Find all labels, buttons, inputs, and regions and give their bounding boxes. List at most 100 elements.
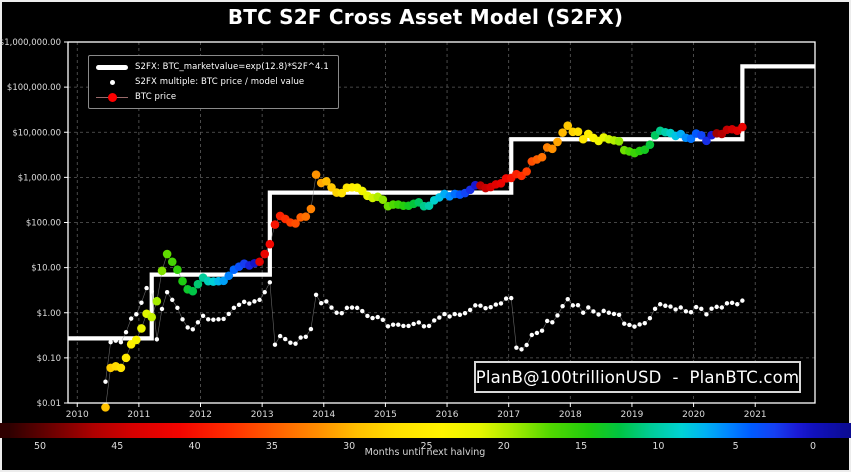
s2f-multiple-dot bbox=[262, 289, 267, 295]
s2f-multiple-dot bbox=[714, 304, 719, 310]
btc-price-dot bbox=[424, 201, 434, 211]
s2f-multiple-dot bbox=[180, 317, 185, 322]
s2f-multiple-dot bbox=[164, 289, 170, 295]
s2f-multiple-dot bbox=[277, 333, 283, 339]
s2f-multiple-dot bbox=[478, 303, 483, 308]
s2f-multiple-dot bbox=[396, 322, 401, 327]
s2f-multiple-dot bbox=[267, 280, 273, 285]
s2f-multiple-dot bbox=[344, 305, 350, 311]
s2f-multiple-dots bbox=[103, 280, 745, 384]
s2f-multiple-dot bbox=[488, 305, 493, 310]
btc-price-dot bbox=[563, 121, 573, 130]
s2f-multiple-dot bbox=[308, 326, 314, 332]
s2f-multiple-dot bbox=[688, 309, 694, 315]
s2f-multiple-dot bbox=[699, 306, 704, 312]
x-tick-label: 2020 bbox=[682, 410, 705, 420]
btc-price-dot bbox=[178, 276, 187, 286]
s2f-multiple-dot bbox=[616, 312, 622, 318]
s2f-multiple-dot bbox=[709, 306, 714, 311]
btc-price-dot bbox=[696, 131, 706, 140]
s2f-multiple-dot bbox=[226, 311, 231, 317]
s2f-multiple-dot bbox=[693, 304, 699, 310]
colorbar: 50 45 40 35 30 25 20 15 10 5 0 bbox=[0, 423, 851, 452]
legend-item-model: S2FX: BTC_marketvalue=exp(12.8)*S2F^4.1 bbox=[96, 61, 329, 73]
s2f-multiple-dot bbox=[457, 312, 463, 317]
s2f-multiple-dot bbox=[519, 347, 524, 352]
white-dot-icon bbox=[109, 79, 115, 85]
colorbar-tick-label: 0 bbox=[810, 441, 816, 452]
s2f-multiple-dot bbox=[678, 305, 683, 310]
s2f-multiple-dot bbox=[108, 340, 113, 345]
s2f-multiple-dot bbox=[216, 317, 221, 322]
y-tick-label: $1.00 bbox=[37, 309, 61, 319]
s2f-multiple-dot bbox=[719, 305, 725, 310]
s2f-multiple-dot bbox=[611, 311, 617, 317]
chart-title: BTC S2F Cross Asset Model (S2FX) bbox=[227, 5, 624, 29]
s2f-multiple-dot bbox=[729, 300, 735, 305]
btc-price-dot bbox=[522, 167, 531, 176]
s2f-multiple-dot bbox=[103, 379, 108, 384]
s2f-multiple-dot bbox=[221, 316, 226, 322]
s2f-multiple-dot bbox=[529, 332, 534, 338]
btc-price-dot bbox=[157, 266, 167, 276]
s2f-multiple-dot bbox=[524, 342, 529, 348]
s2f-multiple-dot bbox=[627, 322, 632, 328]
btc-price-dot bbox=[152, 296, 162, 306]
s2f-multiple-dot bbox=[550, 320, 555, 325]
btc-price-dots bbox=[101, 121, 747, 412]
y-tick-label: $0.10 bbox=[37, 354, 61, 364]
s2f-multiple-dot bbox=[575, 302, 581, 308]
model-line-icon bbox=[96, 64, 128, 70]
s2f-multiple-dot bbox=[668, 304, 673, 309]
s2f-multiple-dot bbox=[406, 323, 411, 329]
s2f-multiple-dot bbox=[144, 285, 149, 291]
red-dot-icon bbox=[107, 92, 117, 102]
s2f-multiple-dot bbox=[206, 317, 211, 322]
s2f-multiple-dot bbox=[534, 330, 540, 336]
legend: S2FX: BTC_marketvalue=exp(12.8)*S2F^4.1 … bbox=[88, 55, 339, 109]
colorbar-tick-label: 25 bbox=[420, 441, 432, 452]
x-tick-label: 2018 bbox=[559, 410, 582, 420]
s2f-multiple-dot bbox=[432, 318, 437, 323]
s2f-multiple-dot bbox=[365, 313, 370, 319]
btc-price-dot bbox=[322, 176, 331, 186]
colorbar-tick-label: 10 bbox=[652, 441, 664, 452]
x-tick-label: 2015 bbox=[374, 410, 397, 420]
y-tick-label: $10.00 bbox=[31, 264, 61, 274]
btc-price-dot bbox=[537, 152, 547, 162]
s2f-multiple-dot bbox=[493, 302, 499, 307]
legend-item-multiple: S2FX multiple: BTC price / model value bbox=[96, 76, 329, 88]
s2f-multiple-dot bbox=[657, 302, 663, 307]
s2f-multiple-dot bbox=[241, 299, 247, 305]
btc-price-dot bbox=[291, 219, 300, 228]
s2f-multiple-dot bbox=[503, 296, 509, 301]
s2f-multiple-dot bbox=[622, 321, 627, 326]
s2f-multiple-dot bbox=[334, 310, 339, 315]
s2f-multiple-dot bbox=[123, 330, 129, 335]
s2f-multiple-dot bbox=[560, 303, 565, 309]
btc-price-dot bbox=[173, 265, 182, 274]
s2f-multiple-dot bbox=[283, 336, 288, 342]
legend-label-multiple: S2FX multiple: BTC price / model value bbox=[135, 77, 305, 87]
colorbar-tick-label: 20 bbox=[498, 441, 510, 452]
x-tick-label: 2016 bbox=[436, 410, 459, 420]
s2f-multiple-dot bbox=[724, 301, 730, 306]
btc-price-dot bbox=[132, 335, 141, 345]
s2f-multiple-dot bbox=[601, 308, 606, 314]
s2f-multiple-dot bbox=[303, 334, 309, 339]
s2f-multiple-dot bbox=[673, 307, 678, 312]
colorbar-tick-label: 45 bbox=[111, 441, 123, 452]
s2f-multiple-dot bbox=[370, 315, 375, 321]
model-line-swatch bbox=[96, 64, 128, 70]
btc-price-dot bbox=[193, 279, 203, 289]
s2f-multiple-dot bbox=[483, 306, 488, 311]
btc-price-dot bbox=[260, 249, 270, 259]
s2f-multiple-dot bbox=[375, 314, 380, 320]
x-tick-label: 2017 bbox=[497, 410, 520, 420]
model-step-line bbox=[68, 64, 815, 341]
s2f-multiple-dot bbox=[642, 321, 647, 326]
s2f-multiple-dot bbox=[462, 310, 468, 316]
s2f-multiple-dot bbox=[175, 305, 180, 311]
btc-price-dot bbox=[578, 134, 588, 144]
